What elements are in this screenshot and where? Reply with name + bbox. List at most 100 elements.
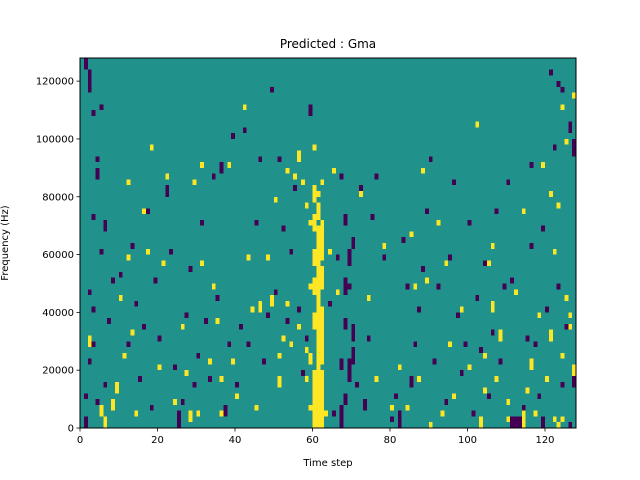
heatmap-cell-low bbox=[417, 306, 421, 313]
heatmap-cell-low bbox=[351, 347, 356, 365]
heatmap-cell-high bbox=[320, 306, 325, 324]
heatmap-cell-high bbox=[118, 295, 123, 301]
y-tick-label: 80000 bbox=[42, 192, 74, 203]
heatmap-cell-high bbox=[269, 295, 274, 307]
x-tick-label: 0 bbox=[77, 435, 83, 446]
heatmap-cell-low bbox=[242, 127, 247, 134]
heatmap-cell-low bbox=[347, 358, 352, 382]
heatmap-cell-low bbox=[281, 225, 286, 232]
heatmap-cell-low bbox=[405, 283, 410, 290]
heatmap-cell-low bbox=[308, 104, 313, 116]
heatmap-cell-low bbox=[103, 219, 108, 232]
heatmap-cell-high bbox=[111, 399, 115, 411]
heatmap-cell-low bbox=[273, 289, 278, 296]
heatmap-cell-high bbox=[552, 248, 557, 255]
heatmap-cell-low bbox=[572, 138, 576, 157]
heatmap-cell-low bbox=[494, 208, 499, 215]
heatmap-cell-low bbox=[382, 254, 387, 261]
heatmap-cell-low bbox=[207, 375, 212, 382]
heatmap-cell-low bbox=[223, 404, 228, 417]
heatmap-cell-low bbox=[347, 283, 352, 290]
heatmap-cell-high bbox=[312, 393, 317, 428]
heatmap-cell-high bbox=[211, 283, 216, 290]
heatmap-cell-low bbox=[479, 347, 483, 353]
heatmap-cell-low bbox=[560, 381, 565, 388]
heatmap-cell-high bbox=[529, 358, 534, 371]
heatmap-cell-high bbox=[533, 410, 538, 417]
heatmap-cell-low bbox=[95, 156, 100, 163]
heatmap-cell-low bbox=[510, 277, 514, 284]
heatmap-cell-low bbox=[362, 399, 367, 411]
heatmap-background bbox=[80, 58, 576, 428]
heatmap-cell-low bbox=[355, 381, 359, 388]
heatmap-cell-low bbox=[83, 58, 88, 70]
heatmap-cell-high bbox=[541, 162, 545, 168]
heatmap-cell-high bbox=[548, 329, 553, 342]
heatmap-cell-high bbox=[316, 300, 321, 330]
heatmap-cell-high bbox=[192, 179, 197, 186]
heatmap-cell-high bbox=[525, 387, 530, 394]
heatmap-cell-low bbox=[153, 277, 158, 284]
heatmap-cell-high bbox=[568, 323, 573, 330]
heatmap-cell-low bbox=[568, 422, 573, 428]
heatmap-cell-low bbox=[343, 393, 348, 405]
heatmap-cell-low bbox=[335, 254, 340, 261]
heatmap-cell-high bbox=[277, 352, 282, 359]
heatmap-cell-high bbox=[483, 387, 487, 394]
y-tick-label: 40000 bbox=[42, 308, 74, 319]
heatmap-cell-low bbox=[510, 416, 514, 428]
heatmap-cell-low bbox=[486, 393, 491, 400]
heatmap-cell-high bbox=[521, 410, 526, 428]
heatmap-cell-low bbox=[436, 283, 441, 290]
heatmap-cell-high bbox=[479, 416, 483, 428]
y-tick-label: 60000 bbox=[42, 250, 74, 261]
heatmap-cell-high bbox=[366, 295, 371, 301]
heatmap-cell-high bbox=[312, 185, 317, 203]
heatmap-cell-high bbox=[142, 208, 146, 215]
heatmap-cell-high bbox=[444, 260, 449, 267]
heatmap-cell-high bbox=[331, 167, 336, 174]
heatmap-cell-low bbox=[328, 300, 332, 307]
heatmap-cell-low bbox=[521, 404, 526, 411]
x-tick-label: 40 bbox=[229, 435, 242, 446]
heatmap-cell-low bbox=[258, 156, 263, 163]
heatmap-cells bbox=[80, 58, 576, 428]
heatmap-cell-high bbox=[390, 404, 394, 411]
heatmap-cell-low bbox=[444, 399, 449, 405]
heatmap-cell-low bbox=[397, 410, 402, 428]
heatmap-cell-low bbox=[176, 410, 181, 428]
heatmap-cell-high bbox=[498, 329, 503, 342]
heatmap-cell-high bbox=[436, 219, 441, 226]
heatmap-cell-high bbox=[564, 295, 569, 301]
heatmap-cell-high bbox=[200, 162, 204, 168]
x-tick-label: 20 bbox=[151, 435, 164, 446]
heatmap-cell-low bbox=[529, 162, 534, 168]
heatmap-cell-low bbox=[351, 323, 356, 342]
heatmap-cell-high bbox=[312, 312, 317, 330]
heatmap-cell-low bbox=[157, 335, 162, 342]
heatmap-cell-low bbox=[293, 185, 297, 191]
x-tick-label: 120 bbox=[535, 435, 554, 446]
x-axis: 0 20 40 60 80 100 120 bbox=[77, 428, 555, 446]
heatmap-cell-low bbox=[204, 318, 208, 324]
heatmap-cell-low bbox=[134, 300, 139, 307]
heatmap-cell-high bbox=[320, 393, 325, 428]
heatmap-cell-low bbox=[351, 237, 356, 249]
heatmap-cell-low bbox=[498, 358, 503, 365]
heatmap-cell-low bbox=[490, 329, 495, 336]
heatmap-cell-low bbox=[390, 416, 394, 423]
heatmap-cell-low bbox=[541, 416, 545, 428]
heatmap-cell-high bbox=[545, 375, 549, 382]
heatmap-cell-high bbox=[382, 243, 387, 249]
heatmap-cell-low bbox=[564, 323, 569, 330]
heatmap-cell-high bbox=[572, 92, 576, 99]
heatmap-cell-high bbox=[304, 202, 309, 209]
heatmap-cell-high bbox=[308, 404, 313, 411]
heatmap-cell-low bbox=[297, 306, 301, 313]
heatmap-cell-low bbox=[83, 416, 88, 428]
heatmap-cell-high bbox=[320, 243, 325, 261]
plot-frame bbox=[79, 57, 577, 429]
heatmap-cell-low bbox=[165, 185, 170, 197]
heatmap-cell-low bbox=[118, 271, 123, 278]
heatmap-cell-high bbox=[448, 341, 452, 348]
